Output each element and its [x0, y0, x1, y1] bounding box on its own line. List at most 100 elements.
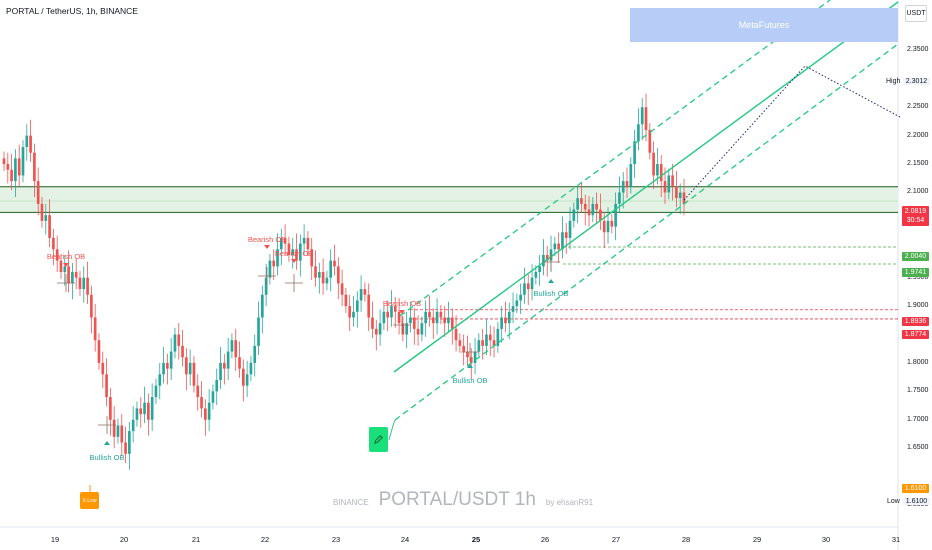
candle-body	[587, 209, 591, 216]
candle-body	[382, 311, 386, 324]
candle-body	[226, 351, 230, 369]
candle-body	[253, 345, 257, 363]
candle-body	[249, 362, 253, 375]
channel-mid	[393, 1, 899, 373]
candle-body	[469, 357, 473, 363]
level-tag-1974: 1.9741	[902, 268, 929, 277]
bullish-arrow	[467, 364, 473, 368]
candle-body	[481, 340, 484, 346]
candle-body	[310, 249, 314, 267]
candle-body	[204, 408, 207, 420]
bullish-ob-label: Bullish OB	[533, 289, 569, 298]
price-tick-label: 1.8000	[907, 358, 929, 366]
candle-body	[283, 237, 287, 244]
candle-body	[52, 237, 55, 250]
candle-body	[363, 289, 367, 295]
candle-body	[568, 220, 572, 238]
candle-body	[675, 186, 678, 199]
bearish-ob-label: Bearish OB	[274, 249, 314, 258]
pencil-icon[interactable]	[369, 427, 388, 452]
candle-body	[538, 266, 541, 273]
candle-body	[477, 340, 481, 352]
candle-body	[367, 294, 371, 318]
time-tick-label: 21	[191, 535, 201, 544]
low-value: 1.6100	[903, 498, 930, 505]
candle-body	[515, 300, 519, 307]
bullish-arrow	[548, 279, 554, 283]
candle-body	[219, 362, 222, 380]
candle-body	[33, 152, 36, 182]
candle-body	[462, 345, 465, 352]
candle-body	[268, 260, 272, 278]
candle-body	[561, 232, 564, 250]
candle-body	[542, 254, 545, 267]
price-tick-label: 2.1000	[907, 188, 929, 196]
candle-body	[90, 294, 93, 318]
candle-body	[260, 294, 264, 318]
candle-body	[196, 385, 200, 398]
candle-body	[10, 169, 13, 182]
candle-body	[644, 107, 648, 130]
price-tick-label: 2.2000	[907, 131, 929, 139]
candle-body	[374, 328, 378, 335]
bullish-arrow	[104, 441, 110, 445]
candle-body	[591, 203, 595, 216]
candle-body	[602, 220, 606, 233]
candle-body	[215, 379, 219, 392]
candle-body	[150, 397, 154, 420]
candle-body	[245, 374, 249, 386]
candle-body	[264, 277, 268, 295]
symbol-title[interactable]: PORTAL / TetherUS, 1h, BINANCE	[6, 6, 138, 16]
candle-body	[416, 328, 420, 335]
candle-body	[36, 181, 40, 204]
candle-body	[348, 306, 352, 318]
candle-body	[678, 192, 682, 199]
price-tick-label: 1.6500	[907, 444, 929, 452]
candle-body	[640, 107, 644, 125]
time-tick-label: 19	[50, 535, 60, 544]
support-zone	[0, 186, 898, 213]
time-tick-label: 24	[400, 535, 410, 544]
bearish-arrow	[291, 259, 297, 263]
candle-body	[507, 311, 511, 324]
candle-body	[169, 351, 173, 369]
banner-label: MetaFutures	[738, 20, 790, 30]
candle-body	[576, 198, 579, 210]
candle-body	[393, 306, 397, 312]
candle-body	[314, 266, 317, 278]
candle-body	[154, 385, 158, 398]
currency-selector[interactable]: USDT	[905, 5, 927, 22]
time-tick-label: 26	[540, 535, 550, 544]
candle-body	[6, 164, 10, 170]
candle-body	[344, 294, 348, 307]
candle-body	[272, 260, 276, 267]
candle-body	[116, 425, 120, 437]
time-tick-label: 23	[331, 535, 341, 544]
candle-body	[659, 164, 663, 182]
candle-body	[458, 340, 462, 346]
bullish-ob-label: Bullish OB	[89, 453, 125, 462]
candle-body	[93, 317, 97, 341]
candle-body	[329, 260, 333, 278]
candle-body	[648, 129, 652, 153]
candle-body	[306, 237, 310, 250]
candle-body	[519, 294, 522, 301]
price-tick-label: 1.9500	[907, 273, 929, 281]
time-tick-label: 30	[821, 535, 831, 544]
candle-body	[105, 374, 108, 398]
candle-body	[82, 277, 86, 290]
candle-body	[340, 283, 344, 295]
candle-body	[287, 243, 291, 255]
candle-body	[447, 317, 450, 324]
candle-body	[166, 362, 169, 369]
level-tag-1877: 1.8774	[902, 330, 929, 339]
candle-body	[101, 362, 105, 375]
price-tick-label: 1.7500	[907, 387, 929, 395]
candle-body	[192, 362, 196, 386]
candle-body	[321, 272, 325, 284]
candle-body	[500, 317, 503, 329]
candle-body	[553, 243, 557, 250]
candle-body	[488, 334, 492, 341]
candle-body	[637, 124, 640, 142]
